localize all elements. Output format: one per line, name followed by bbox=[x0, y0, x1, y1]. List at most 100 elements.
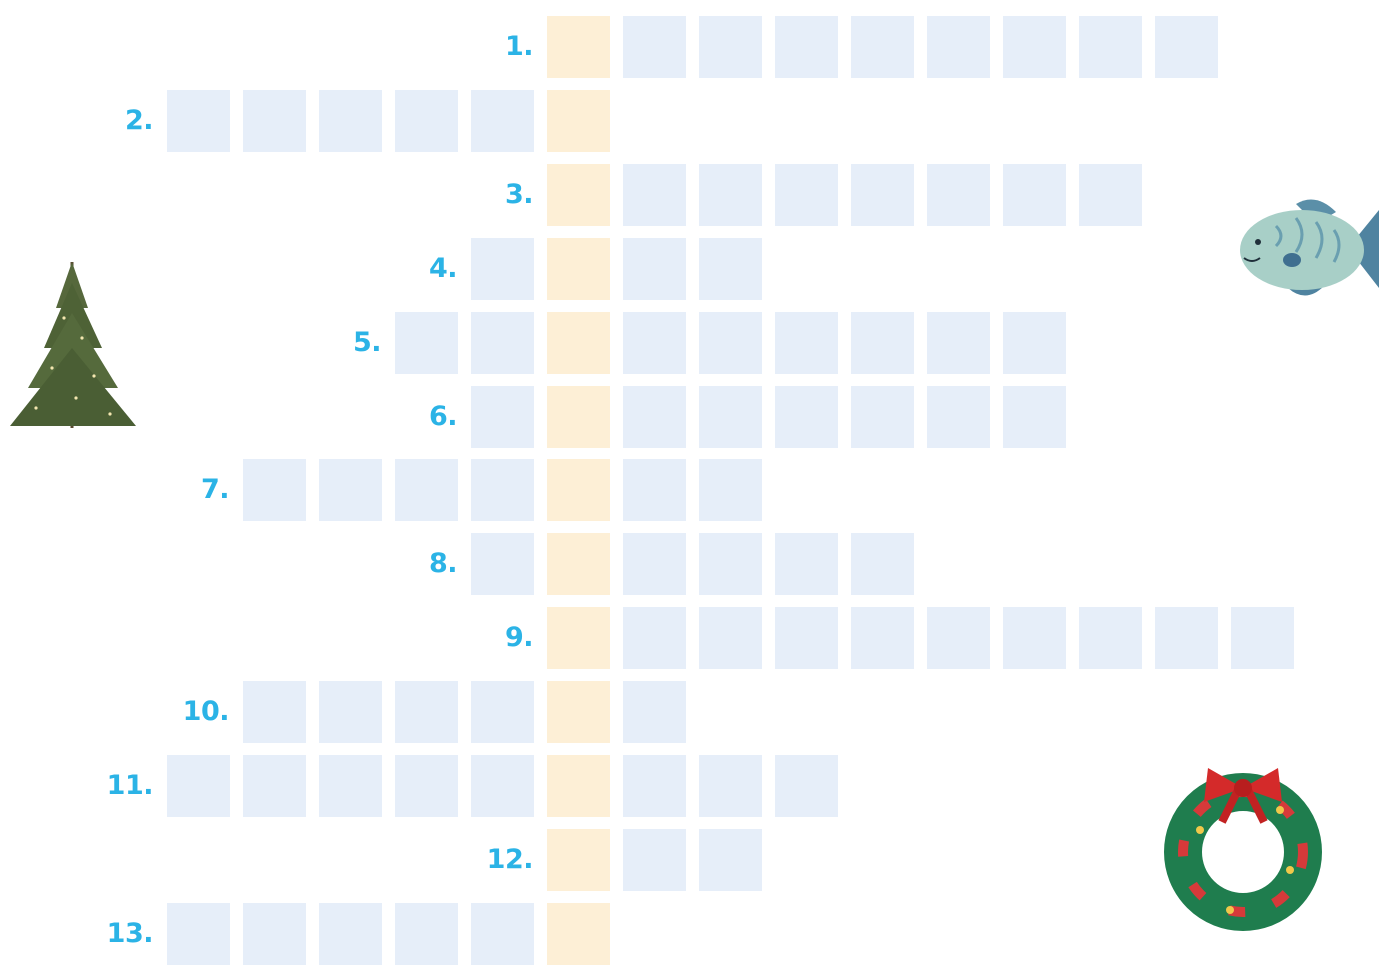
letter-cell[interactable] bbox=[243, 459, 306, 521]
letter-cell[interactable] bbox=[1155, 607, 1218, 669]
letter-cell[interactable] bbox=[471, 312, 534, 374]
letter-cell[interactable] bbox=[1079, 16, 1142, 78]
letter-cell[interactable] bbox=[319, 903, 382, 965]
letter-cell[interactable] bbox=[927, 607, 990, 669]
letter-cell[interactable] bbox=[395, 312, 458, 374]
clue-number: 13. bbox=[33, 903, 153, 965]
letter-cell[interactable] bbox=[471, 533, 534, 595]
key-cell[interactable] bbox=[547, 90, 610, 152]
letter-cell[interactable] bbox=[623, 459, 686, 521]
letter-cell[interactable] bbox=[775, 755, 838, 817]
letter-cell[interactable] bbox=[395, 755, 458, 817]
letter-cell[interactable] bbox=[699, 755, 762, 817]
key-cell[interactable] bbox=[547, 755, 610, 817]
letter-cell[interactable] bbox=[699, 459, 762, 521]
clue-number: 7. bbox=[109, 459, 229, 521]
clue-number: 8. bbox=[337, 533, 457, 595]
letter-cell[interactable] bbox=[927, 312, 990, 374]
key-cell[interactable] bbox=[547, 607, 610, 669]
letter-cell[interactable] bbox=[471, 386, 534, 448]
letter-cell[interactable] bbox=[1003, 164, 1066, 226]
letter-cell[interactable] bbox=[243, 681, 306, 743]
letter-cell[interactable] bbox=[775, 312, 838, 374]
letter-cell[interactable] bbox=[1231, 607, 1294, 669]
letter-cell[interactable] bbox=[319, 459, 382, 521]
letter-cell[interactable] bbox=[471, 755, 534, 817]
letter-cell[interactable] bbox=[471, 903, 534, 965]
key-cell[interactable] bbox=[547, 238, 610, 300]
clue-number: 1. bbox=[413, 16, 533, 78]
letter-cell[interactable] bbox=[319, 90, 382, 152]
letter-cell[interactable] bbox=[699, 386, 762, 448]
key-cell[interactable] bbox=[547, 903, 610, 965]
letter-cell[interactable] bbox=[167, 755, 230, 817]
letter-cell[interactable] bbox=[1079, 607, 1142, 669]
letter-cell[interactable] bbox=[927, 386, 990, 448]
letter-cell[interactable] bbox=[699, 607, 762, 669]
clue-number: 4. bbox=[337, 238, 457, 300]
letter-cell[interactable] bbox=[775, 16, 838, 78]
letter-cell[interactable] bbox=[395, 90, 458, 152]
letter-cell[interactable] bbox=[623, 755, 686, 817]
letter-cell[interactable] bbox=[699, 829, 762, 891]
letter-cell[interactable] bbox=[167, 903, 230, 965]
letter-cell[interactable] bbox=[623, 164, 686, 226]
letter-cell[interactable] bbox=[471, 459, 534, 521]
letter-cell[interactable] bbox=[851, 312, 914, 374]
key-cell[interactable] bbox=[547, 386, 610, 448]
letter-cell[interactable] bbox=[851, 164, 914, 226]
letter-cell[interactable] bbox=[775, 607, 838, 669]
letter-cell[interactable] bbox=[623, 16, 686, 78]
letter-cell[interactable] bbox=[851, 386, 914, 448]
letter-cell[interactable] bbox=[699, 238, 762, 300]
letter-cell[interactable] bbox=[775, 386, 838, 448]
letter-cell[interactable] bbox=[851, 607, 914, 669]
clue-number: 11. bbox=[33, 755, 153, 817]
letter-cell[interactable] bbox=[243, 90, 306, 152]
letter-cell[interactable] bbox=[395, 681, 458, 743]
key-cell[interactable] bbox=[547, 829, 610, 891]
letter-cell[interactable] bbox=[927, 16, 990, 78]
letter-cell[interactable] bbox=[623, 533, 686, 595]
key-cell[interactable] bbox=[547, 459, 610, 521]
letter-cell[interactable] bbox=[1003, 386, 1066, 448]
letter-cell[interactable] bbox=[623, 312, 686, 374]
letter-cell[interactable] bbox=[1003, 312, 1066, 374]
letter-cell[interactable] bbox=[1003, 607, 1066, 669]
letter-cell[interactable] bbox=[1079, 164, 1142, 226]
letter-cell[interactable] bbox=[243, 903, 306, 965]
key-cell[interactable] bbox=[547, 16, 610, 78]
letter-cell[interactable] bbox=[699, 533, 762, 595]
letter-cell[interactable] bbox=[395, 459, 458, 521]
letter-cell[interactable] bbox=[167, 90, 230, 152]
letter-cell[interactable] bbox=[319, 681, 382, 743]
letter-cell[interactable] bbox=[623, 238, 686, 300]
letter-cell[interactable] bbox=[699, 16, 762, 78]
letter-cell[interactable] bbox=[243, 755, 306, 817]
letter-cell[interactable] bbox=[1155, 16, 1218, 78]
letter-cell[interactable] bbox=[775, 164, 838, 226]
letter-cell[interactable] bbox=[851, 16, 914, 78]
clue-number: 12. bbox=[413, 829, 533, 891]
key-cell[interactable] bbox=[547, 312, 610, 374]
letter-cell[interactable] bbox=[699, 312, 762, 374]
clue-number: 9. bbox=[413, 607, 533, 669]
letter-cell[interactable] bbox=[471, 681, 534, 743]
letter-cell[interactable] bbox=[319, 755, 382, 817]
key-cell[interactable] bbox=[547, 164, 610, 226]
letter-cell[interactable] bbox=[775, 533, 838, 595]
letter-cell[interactable] bbox=[623, 607, 686, 669]
key-cell[interactable] bbox=[547, 533, 610, 595]
letter-cell[interactable] bbox=[1003, 16, 1066, 78]
letter-cell[interactable] bbox=[471, 238, 534, 300]
letter-cell[interactable] bbox=[699, 164, 762, 226]
letter-cell[interactable] bbox=[927, 164, 990, 226]
letter-cell[interactable] bbox=[851, 533, 914, 595]
letter-cell[interactable] bbox=[623, 681, 686, 743]
key-cell[interactable] bbox=[547, 681, 610, 743]
letter-cell[interactable] bbox=[395, 903, 458, 965]
letter-cell[interactable] bbox=[623, 829, 686, 891]
letter-cell[interactable] bbox=[471, 90, 534, 152]
letter-cell[interactable] bbox=[623, 386, 686, 448]
wreath-illustration bbox=[1160, 760, 1326, 932]
